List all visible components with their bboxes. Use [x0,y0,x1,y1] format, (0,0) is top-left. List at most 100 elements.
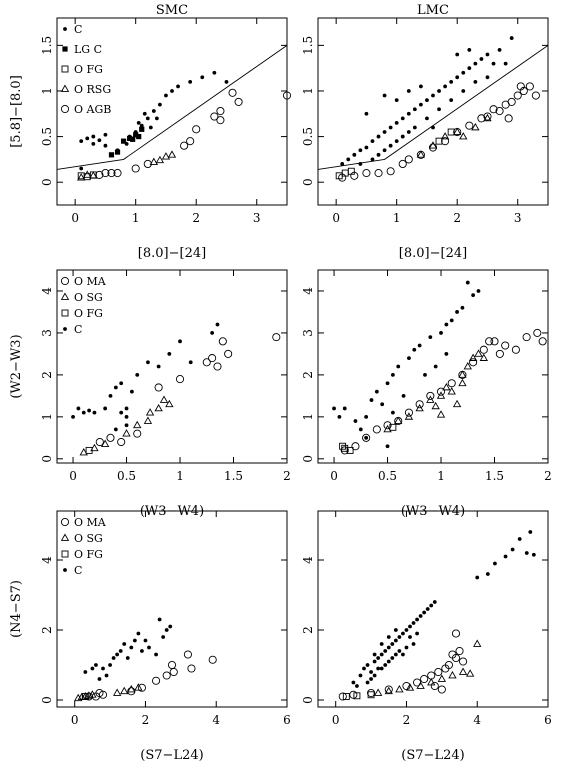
legend-label: LG C [74,43,102,56]
data-point [77,173,86,181]
x-tick-label: 0 [332,211,340,225]
data-point [489,105,498,114]
data-point [113,427,118,432]
data-point [147,645,151,650]
data-point [114,149,121,155]
data-point [485,52,490,57]
data-point [188,79,193,84]
data-point [404,645,409,650]
series-o-agb [338,82,540,182]
plot-frame [56,17,288,206]
legend-label: O SG [74,532,103,545]
data-point [133,420,142,429]
data-point [167,150,177,158]
x-tick-label: 0 [330,469,338,483]
data-point [393,628,398,632]
data-point [474,349,483,357]
data-point [379,666,384,671]
data-point [127,687,136,696]
data-point [125,656,130,660]
data-point [493,561,497,566]
data-point [436,410,446,418]
data-point [479,353,488,361]
data-point [447,128,455,136]
data-point [167,352,172,356]
data-point [342,693,350,700]
data-point [394,416,403,424]
data-point [533,328,542,337]
data-point [510,547,515,552]
data-point [449,79,454,84]
data-point [528,530,533,534]
data-point [372,659,377,664]
data-point [132,638,137,643]
data-point [95,170,104,179]
data-point [524,551,529,555]
data-point [111,656,116,660]
data-point [332,406,336,411]
data-point [485,572,490,576]
data-point [186,137,195,146]
x-tick-label: 0.5 [117,469,136,483]
data-point [408,624,412,629]
data-point [386,167,395,176]
data-point [400,134,405,139]
data-point [471,122,480,131]
data-point [365,663,370,667]
data-point [473,639,482,647]
data-point [433,364,438,369]
data-point [384,685,393,694]
data-point [425,98,429,102]
data-point [425,607,430,611]
x-tick-label: 6 [283,713,291,727]
data-point [367,688,376,698]
data-point [89,171,98,179]
data-point [441,137,450,146]
data-point [418,614,423,618]
legend-marker [60,276,70,286]
data-point [455,52,460,57]
data-point [154,116,159,121]
data-point [522,333,531,342]
data-point [156,364,161,369]
data-point [83,170,92,178]
legend-marker [60,84,70,92]
data-point [436,387,446,396]
data-point [449,98,454,102]
data-point [449,318,454,323]
data-point [497,48,502,52]
data-point [143,416,153,424]
data-point [168,624,173,629]
data-point [439,331,443,335]
data-point [170,89,174,93]
legend-marker [63,27,67,31]
data-point [90,443,99,452]
panel-title: SMC [156,3,188,18]
data-point [415,403,424,412]
data-point [394,121,399,125]
data-point [431,125,435,130]
data-point [458,370,467,378]
data-point [349,690,358,699]
data-point [382,93,387,98]
data-point [396,364,401,369]
data-point [83,670,88,674]
data-point [412,347,417,352]
data-point [412,107,417,112]
data-point [122,429,131,437]
x-axis-label: [8.0]−[24] [399,246,467,261]
data-point [415,400,424,409]
plot-frame [317,17,549,206]
data-point [339,442,347,450]
data-point [216,106,225,116]
data-point [139,123,144,128]
data-point [485,337,494,346]
data-point [404,408,413,417]
series-o-rsg [416,113,492,158]
data-point [103,406,108,411]
legend-marker [60,517,70,527]
legend-marker [62,46,68,52]
data-point [404,412,414,420]
data-point [434,667,443,677]
data-point [133,132,139,138]
